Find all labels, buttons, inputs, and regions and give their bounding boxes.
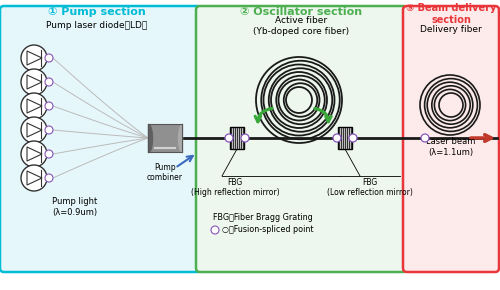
Polygon shape — [27, 75, 42, 89]
Polygon shape — [27, 171, 42, 185]
Bar — [148, 124, 182, 152]
Text: ③ Beam delivery
section: ③ Beam delivery section — [406, 3, 496, 25]
Polygon shape — [27, 51, 42, 65]
Text: FBG：Fiber Bragg Grating: FBG：Fiber Bragg Grating — [213, 213, 313, 222]
Text: Pump laser diode（LD）: Pump laser diode（LD） — [46, 21, 148, 30]
Circle shape — [21, 45, 47, 71]
Circle shape — [21, 141, 47, 167]
Text: ○：Fusion-spliced point: ○：Fusion-spliced point — [222, 226, 314, 235]
Polygon shape — [27, 99, 42, 113]
Circle shape — [241, 134, 249, 142]
Circle shape — [211, 226, 219, 234]
Text: ② Oscillator section: ② Oscillator section — [240, 7, 362, 17]
Text: Laser beam
(λ=1.1um): Laser beam (λ=1.1um) — [426, 137, 476, 157]
Text: ① Pump section: ① Pump section — [48, 7, 146, 17]
Text: Delivery fiber: Delivery fiber — [420, 26, 482, 35]
Circle shape — [349, 134, 357, 142]
Circle shape — [45, 174, 53, 182]
FancyBboxPatch shape — [0, 6, 201, 272]
Text: FBG
(Low reflection mirror): FBG (Low reflection mirror) — [327, 178, 413, 197]
Text: Pump
combiner: Pump combiner — [147, 163, 183, 182]
Polygon shape — [27, 123, 42, 137]
Text: Pump light
(λ=0.9um): Pump light (λ=0.9um) — [52, 197, 98, 217]
Circle shape — [225, 134, 233, 142]
Circle shape — [45, 102, 53, 110]
Circle shape — [21, 117, 47, 143]
FancyBboxPatch shape — [196, 6, 407, 272]
Circle shape — [421, 134, 429, 142]
Circle shape — [21, 165, 47, 191]
Bar — [338, 127, 352, 149]
Circle shape — [21, 69, 47, 95]
Circle shape — [45, 126, 53, 134]
Circle shape — [333, 134, 341, 142]
Bar — [230, 127, 244, 149]
Circle shape — [45, 54, 53, 62]
Text: FBG
(High reflection mirror): FBG (High reflection mirror) — [190, 178, 280, 197]
Circle shape — [45, 150, 53, 158]
Text: Active fiber
(Yb-doped core fiber): Active fiber (Yb-doped core fiber) — [253, 16, 349, 36]
FancyBboxPatch shape — [403, 6, 499, 272]
Circle shape — [45, 78, 53, 86]
Circle shape — [21, 93, 47, 119]
Polygon shape — [27, 147, 42, 161]
